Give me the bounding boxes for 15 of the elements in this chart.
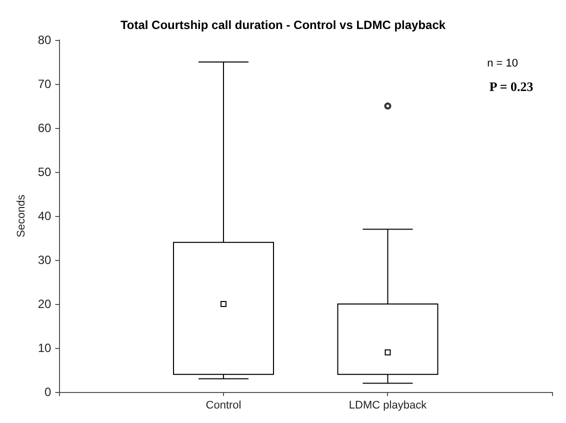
annotation: P = 0.23 (489, 79, 534, 94)
chart-title: Total Courtship call duration - Control vs LDMC playback (120, 18, 446, 32)
y-tick-label: 80 (38, 33, 52, 47)
y-tick-label: 30 (38, 253, 52, 267)
y-axis-title: Seconds (16, 194, 28, 238)
y-tick-label: 40 (38, 209, 52, 223)
y-tick-label: 20 (38, 297, 52, 311)
annotation: n = 10 (487, 58, 518, 70)
y-tick-label: 0 (44, 385, 52, 399)
y-tick-label: 10 (38, 341, 52, 355)
x-tick-label: Control (206, 400, 242, 412)
x-tick-label: LDMC playback (348, 400, 428, 412)
y-tick-label: 60 (38, 121, 52, 135)
y-tick-label: 70 (38, 77, 52, 91)
y-tick-label: 50 (38, 165, 52, 179)
